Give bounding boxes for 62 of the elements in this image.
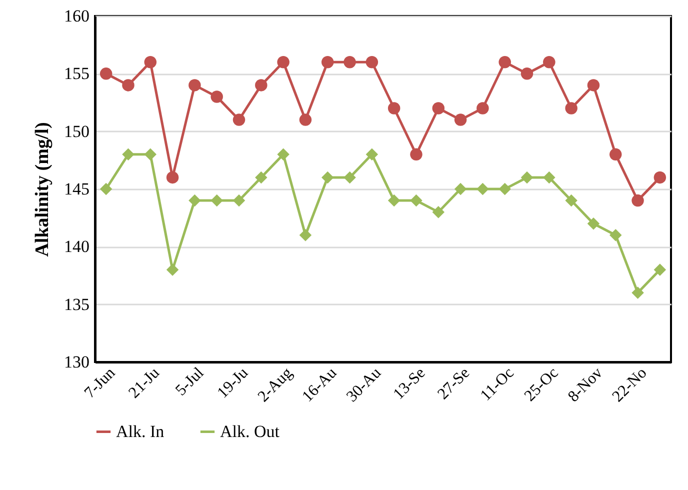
point (587, 217, 600, 230)
point (277, 148, 290, 161)
point (144, 56, 157, 68)
point (410, 194, 422, 207)
point (454, 114, 467, 126)
point (388, 102, 400, 114)
point (232, 114, 246, 126)
y-tick-label: 150 (64, 122, 90, 141)
point (454, 182, 467, 196)
point (188, 194, 201, 207)
point (166, 264, 179, 276)
point (565, 194, 578, 207)
point (321, 171, 334, 184)
point (210, 90, 223, 103)
point (188, 79, 201, 92)
point (344, 171, 356, 184)
point (122, 148, 134, 161)
point (520, 68, 534, 80)
point (299, 114, 312, 126)
y-tick-label: 160 (64, 6, 90, 26)
point (632, 286, 644, 299)
point (166, 171, 179, 184)
point (609, 229, 622, 242)
point (255, 171, 268, 184)
y-tick-label: 130 (64, 352, 90, 372)
y-tick-label: 135 (64, 294, 90, 314)
point (255, 79, 268, 92)
point (498, 56, 511, 68)
point (432, 102, 445, 114)
y-axis-title: Alkalinity (mg/l) (32, 122, 53, 257)
legend-label: Alk. Out (220, 422, 280, 441)
point (299, 229, 312, 242)
point (277, 56, 290, 68)
point (100, 68, 112, 80)
point (654, 264, 666, 276)
y-tick-label: 145 (64, 180, 90, 198)
point (100, 182, 112, 196)
point (410, 148, 422, 161)
point (543, 56, 556, 68)
point (565, 102, 578, 114)
point (210, 194, 223, 207)
point (476, 182, 489, 196)
point (122, 79, 134, 92)
point (476, 102, 489, 114)
point (632, 194, 644, 207)
point (144, 148, 157, 161)
point (432, 206, 445, 218)
point (232, 194, 246, 207)
point (366, 56, 378, 68)
point (366, 148, 378, 161)
y-tick-label: 155 (64, 64, 90, 84)
legend-label: Alk. In (116, 422, 165, 441)
point (520, 171, 534, 184)
point (321, 56, 334, 68)
point (344, 56, 356, 68)
y-tick-label: 140 (64, 237, 90, 256)
point (654, 171, 666, 184)
point (388, 194, 400, 207)
point (609, 148, 622, 161)
point (587, 79, 600, 92)
point (498, 182, 511, 196)
point (543, 171, 556, 184)
